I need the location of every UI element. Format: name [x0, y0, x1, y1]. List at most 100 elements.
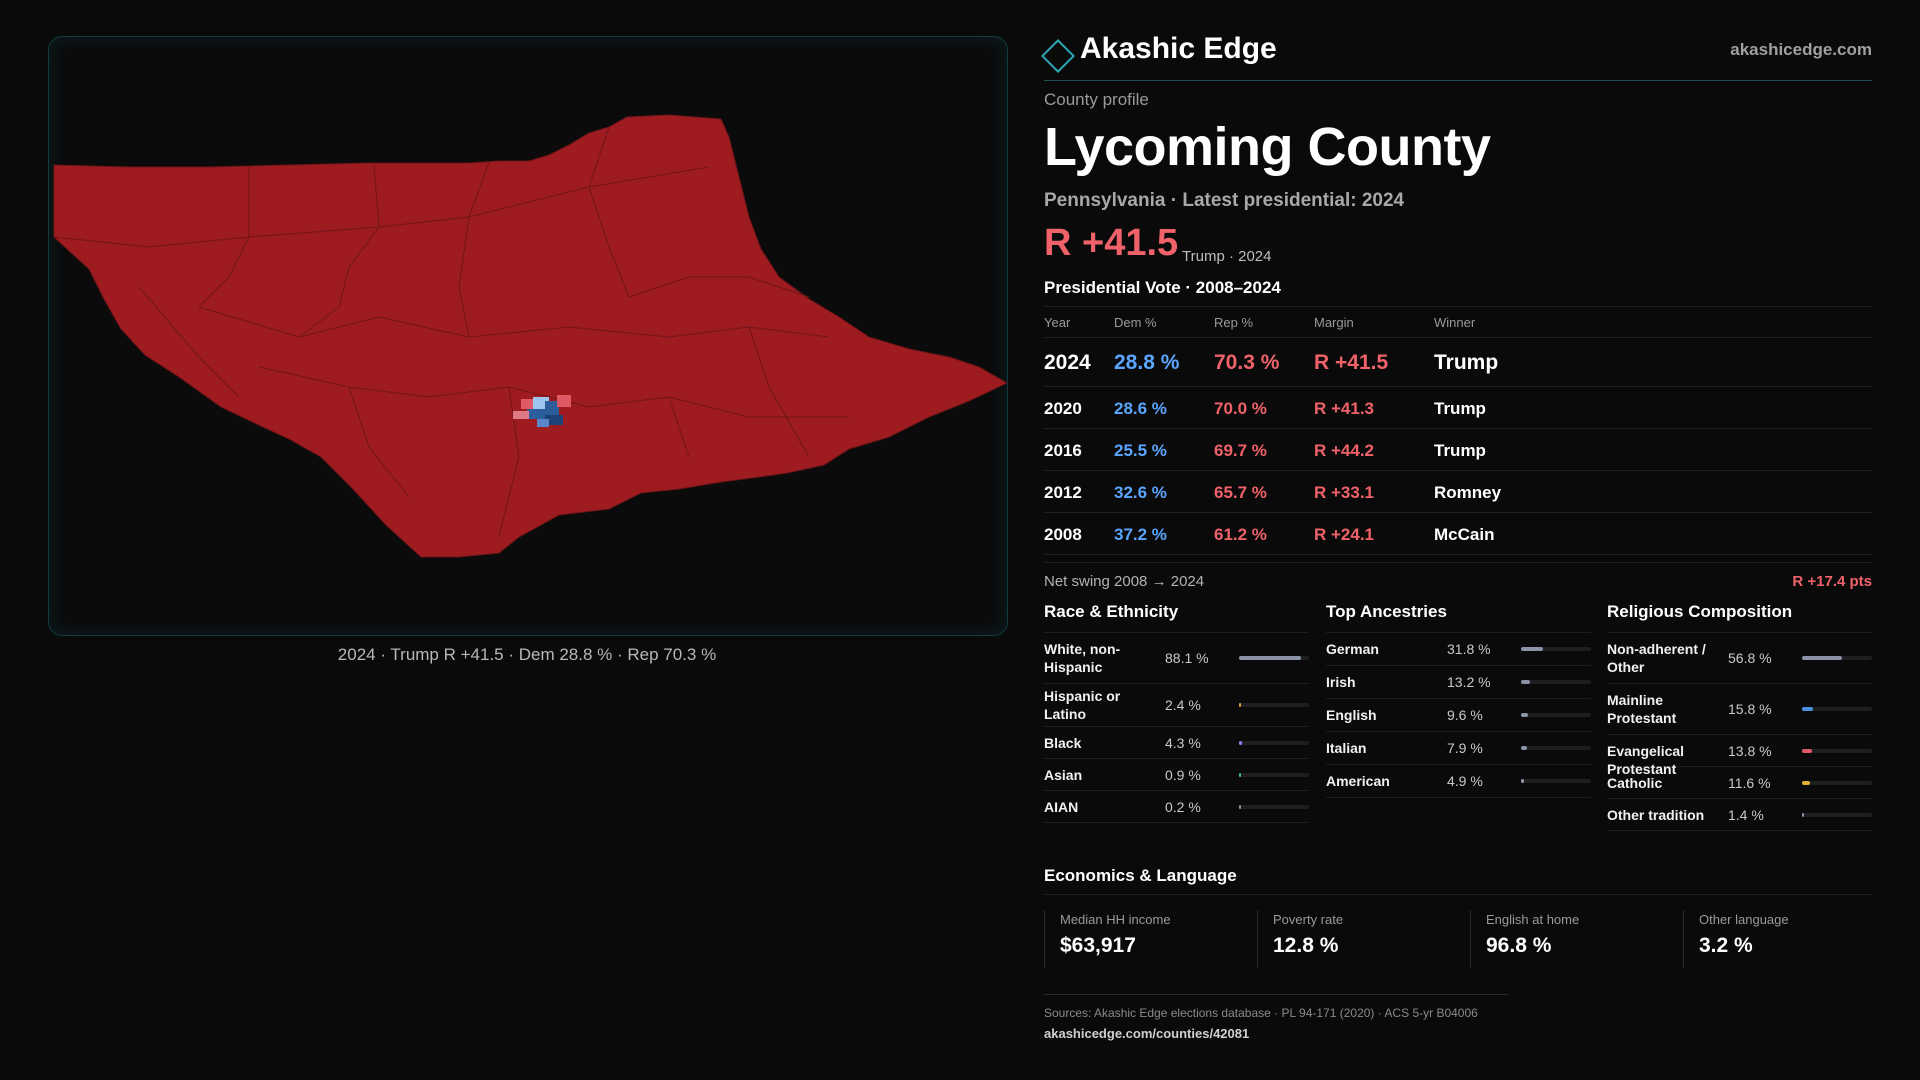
cell-margin: R +33.1 — [1314, 483, 1375, 502]
table-row[interactable]: 2012 32.6 % 65.7 % R +33.1 Romney — [1044, 471, 1872, 513]
race-title: Race & Ethnicity — [1044, 602, 1309, 633]
cell-year: 2008 — [1044, 525, 1082, 544]
stat-row: German 31.8 % — [1326, 633, 1591, 666]
cell-margin: R +24.1 — [1314, 525, 1375, 544]
econ-median-income: Median HH income $63,917 — [1044, 910, 1235, 968]
econ-value: 3.2 % — [1699, 934, 1753, 957]
vote-table-title: Presidential Vote · 2008–2024 — [1044, 278, 1281, 297]
stat-row: American 4.9 % — [1326, 765, 1591, 798]
cell-rep: 70.3 % — [1214, 351, 1280, 374]
cell-rep: 65.7 % — [1214, 483, 1267, 502]
stat-bar — [1802, 707, 1872, 711]
ancestry-column: Top Ancestries German 31.8 % Irish 13.2 % En… — [1326, 602, 1591, 798]
econ-value: 96.8 % — [1486, 934, 1552, 957]
stat-bar-fill — [1239, 804, 1241, 809]
stat-label: Catholic — [1607, 774, 1663, 791]
cell-year: 2012 — [1044, 483, 1082, 502]
header-year: Year — [1044, 315, 1071, 330]
stat-row: Other tradition 1.4 % — [1607, 799, 1872, 831]
stat-value: 31.8 % — [1447, 641, 1491, 657]
county-map-panel[interactable] — [48, 36, 1008, 636]
cell-winner: McCain — [1434, 525, 1495, 544]
stat-value: 0.9 % — [1165, 766, 1201, 783]
stat-bar-fill — [1521, 647, 1544, 651]
stat-label: Italian — [1326, 740, 1367, 756]
cell-rep: 61.2 % — [1214, 525, 1267, 544]
cell-rep: 70.0 % — [1214, 399, 1267, 418]
header-dem: Dem % — [1114, 315, 1157, 330]
stat-value: 4.3 % — [1165, 734, 1201, 751]
williamsport-precincts[interactable] — [513, 395, 571, 427]
econ-label: Other language — [1699, 912, 1789, 927]
stat-bar-fill — [1802, 812, 1804, 817]
brand-header: Akashic Edge akashicedge.com — [1041, 30, 1872, 81]
religion-column: Religious Composition Non-adherent / Oth… — [1607, 602, 1872, 831]
cell-rep: 69.7 % — [1214, 441, 1267, 460]
stat-row: English 9.6 % — [1326, 699, 1591, 732]
stat-label: Non-adherent / Other — [1607, 641, 1706, 675]
vote-table-header: Year Dem % Rep % Margin Winner — [1044, 307, 1872, 338]
cell-winner: Romney — [1434, 483, 1502, 502]
stat-value: 15.8 % — [1728, 701, 1772, 717]
stat-bar-fill — [1521, 746, 1527, 750]
stat-bar — [1802, 780, 1872, 785]
table-row[interactable]: 2008 37.2 % 61.2 % R +24.1 McCain — [1044, 513, 1872, 555]
stat-label: American — [1326, 773, 1390, 789]
stat-bar-fill — [1802, 748, 1812, 753]
brand-name[interactable]: Akashic Edge — [1080, 32, 1277, 65]
cell-margin: R +41.3 — [1314, 399, 1375, 418]
stat-label: Asian — [1044, 766, 1083, 783]
stat-bar-fill — [1521, 680, 1531, 684]
stat-row: Black 4.3 % — [1044, 727, 1309, 759]
headline-margin: R +41.5 — [1044, 222, 1179, 264]
page-kicker: County profile — [1044, 90, 1149, 109]
econ-other-language: Other language 3.2 % — [1683, 910, 1874, 968]
stat-value: 0.2 % — [1165, 798, 1201, 815]
vote-table: Year Dem % Rep % Margin Winner 2024 28.8… — [1044, 306, 1872, 555]
headline-margin-note: Trump · 2024 — [1182, 248, 1272, 265]
table-row[interactable]: 2020 28.6 % 70.0 % R +41.3 Trump — [1044, 387, 1872, 429]
stat-bar-fill — [1239, 656, 1301, 660]
cell-margin: R +41.5 — [1314, 351, 1389, 374]
profile-url-link[interactable]: akashicedge.com/counties/42081 — [1044, 1026, 1250, 1041]
cell-dem: 37.2 % — [1114, 525, 1167, 544]
stat-row: Hispanic or Latino 2.4 % — [1044, 684, 1309, 727]
stat-label: Irish — [1326, 674, 1356, 690]
cell-year: 2024 — [1044, 351, 1091, 374]
stat-value: 2.4 % — [1165, 697, 1201, 713]
divider — [1044, 994, 1508, 995]
stat-bar-fill — [1802, 780, 1811, 785]
stat-value: 7.9 % — [1447, 740, 1483, 756]
stat-bar — [1802, 812, 1872, 817]
stat-label: Evangelical Protestant — [1607, 742, 1685, 777]
stat-row: Mainline Protestant 15.8 % — [1607, 684, 1872, 735]
stat-bar — [1521, 779, 1591, 783]
stat-value: 1.4 % — [1728, 806, 1764, 823]
stat-bar-fill — [1239, 772, 1241, 777]
cell-dem: 28.8 % — [1114, 351, 1180, 374]
stat-bar — [1521, 746, 1591, 750]
county-map[interactable] — [49, 37, 1007, 635]
stat-row: White, non-Hispanic 88.1 % — [1044, 633, 1309, 684]
econ-value: $63,917 — [1060, 934, 1136, 957]
page-subtitle: Pennsylvania · Latest presidential: 2024 — [1044, 190, 1405, 211]
county-shape[interactable] — [53, 114, 1007, 558]
econ-label: English at home — [1486, 912, 1580, 927]
page-title: Lycoming County — [1044, 117, 1491, 177]
stat-bar-fill — [1239, 703, 1241, 707]
econ-label: Poverty rate — [1273, 912, 1344, 927]
cell-year: 2016 — [1044, 441, 1082, 460]
table-row[interactable]: 2016 25.5 % 69.7 % R +44.2 Trump — [1044, 429, 1872, 471]
stat-label: Black — [1044, 734, 1082, 751]
econ-english-at-home: English at home 96.8 % — [1470, 910, 1661, 968]
map-caption: 2024 · Trump R +41.5 · Dem 28.8 % · Rep … — [337, 645, 717, 664]
stat-value: 13.8 % — [1728, 742, 1772, 759]
cell-winner: Trump — [1434, 441, 1486, 460]
brand-url-link[interactable]: akashicedge.com — [1730, 40, 1872, 59]
stat-row: Evangelical Protestant 13.8 % — [1607, 735, 1872, 777]
table-row[interactable]: 2024 28.8 % 70.3 % R +41.5 Trump — [1044, 338, 1872, 387]
stat-value: 9.6 % — [1447, 707, 1483, 723]
cell-year: 2020 — [1044, 399, 1082, 418]
stat-value: 88.1 % — [1165, 650, 1209, 666]
stat-bar — [1239, 804, 1309, 809]
